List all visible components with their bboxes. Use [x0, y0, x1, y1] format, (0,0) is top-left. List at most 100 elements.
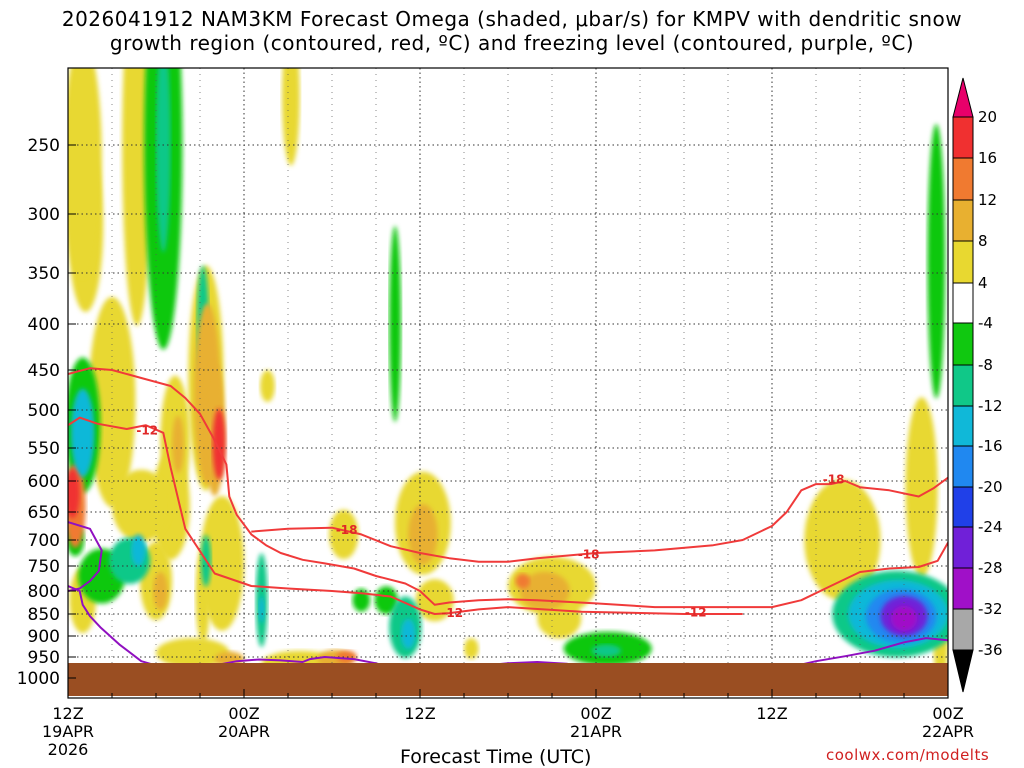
y-tick-label: 450 [28, 361, 60, 381]
colorbar-swatch [952, 405, 974, 447]
colorbar-swatch [952, 116, 974, 159]
colorbar-swatch [952, 364, 974, 407]
omega-blob [71, 388, 95, 477]
y-tick-label: 900 [28, 627, 60, 647]
omega-blob [156, 638, 230, 668]
freezing-level-contour-line [68, 521, 103, 592]
omega-blob [214, 651, 244, 667]
omega-blob [464, 638, 479, 660]
contour-label: -12 [136, 424, 158, 438]
omega-blob [374, 586, 398, 615]
colorbar-swatch [952, 445, 974, 488]
colorbar-swatch [952, 486, 974, 528]
freezing-level-contour-line [793, 637, 948, 668]
x-tick-label-date: 19APR [42, 722, 94, 741]
omega-blob [329, 509, 359, 560]
colorbar-label: -36 [978, 641, 1003, 659]
chart-title-line-1: 2026041912 NAM3KM Forecast Omega (shaded… [61, 7, 963, 31]
colorbar-label: 8 [978, 232, 988, 250]
colorbar-label: -20 [978, 478, 1003, 496]
x-tick-label-date: 22APR [922, 722, 974, 741]
omega-blob [172, 415, 184, 473]
omega-blob [112, 469, 171, 542]
y-tick-label: 250 [28, 136, 60, 156]
y-tick-label: 800 [28, 582, 60, 602]
x-tick-label-time: 12Z [404, 704, 435, 723]
y-tick-label: 750 [28, 557, 60, 577]
y-tick-label: 400 [28, 315, 60, 335]
contour-label: -18 [336, 523, 358, 537]
omega-blob [401, 618, 416, 649]
y-tick-label: 600 [28, 472, 60, 492]
x-tick-label-date: 21APR [570, 722, 622, 741]
colorbar-swatch [952, 567, 974, 610]
omega-blob [200, 496, 244, 631]
colorbar-label: 20 [978, 108, 997, 126]
y-axis: 2503003504004505005506006507007508008509… [17, 136, 76, 689]
ground-surface [68, 663, 948, 696]
contour-label: -18 [823, 473, 845, 487]
contour-label: -12 [441, 606, 463, 620]
x-tick-label-time: 12Z [52, 704, 83, 723]
x-tick-label-year: 2026 [48, 740, 89, 759]
omega-blob [68, 468, 80, 519]
x-tick-label-time: 12Z [756, 704, 787, 723]
colorbar-swatch [952, 649, 974, 693]
colorbar-swatch [952, 77, 974, 118]
dendritic-contour-line [68, 416, 743, 615]
omega-blob [389, 226, 401, 422]
x-tick-label-time: 00Z [580, 704, 611, 723]
colorbar-label: -24 [978, 518, 1003, 536]
colorbar-label: 4 [978, 274, 988, 292]
omega-blob [258, 595, 265, 624]
colorbar-label: -12 [978, 397, 1003, 415]
colorbar-swatch [952, 157, 974, 201]
omega-blob [408, 504, 438, 565]
colorbar-label: -16 [978, 437, 1003, 455]
omega-blob [212, 408, 226, 481]
y-tick-label: 650 [28, 503, 60, 523]
omega-blob [153, 571, 168, 611]
contour-label: -12 [685, 606, 707, 620]
y-tick-label: 950 [28, 648, 60, 668]
omega-blob [260, 370, 275, 402]
omega-blob [131, 534, 146, 567]
omega-blob [515, 573, 530, 589]
omega-blob [156, 68, 171, 253]
y-tick-label: 850 [28, 605, 60, 625]
colorbar-label: -28 [978, 559, 1003, 577]
contour-labels: -12 -18 -18 -18 -12 -12 [136, 424, 845, 621]
omega-blob [905, 397, 938, 578]
colorbar-label: 16 [978, 149, 997, 167]
omega-blob [591, 644, 621, 657]
freezing-level-contour-line [218, 656, 384, 667]
colorbar-swatch [952, 608, 974, 651]
y-tick-label: 550 [28, 439, 60, 459]
freezing-level-contour-line [68, 585, 157, 667]
colorbar-label: 12 [978, 191, 997, 209]
colorbar-swatch [952, 526, 974, 569]
x-tick-label-date: 20APR [218, 722, 270, 741]
y-tick-label: 500 [28, 401, 60, 421]
x-tick-label-time: 00Z [932, 704, 963, 723]
dendritic-contour-line [251, 476, 948, 563]
colorbar-swatch [952, 199, 974, 242]
credit-link[interactable]: coolwx.com/modelts [826, 746, 990, 764]
dendritic-contour-line [68, 367, 948, 609]
y-tick-label: 300 [28, 205, 60, 225]
x-axis-title: Forecast Time (UTC) [400, 746, 592, 768]
omega-blob [890, 605, 918, 631]
contour-label: -18 [578, 548, 600, 562]
omega-blob [282, 68, 300, 166]
omega-blob [927, 124, 946, 399]
omega-blob [151, 452, 190, 560]
colorbar-swatch [952, 282, 974, 324]
freezing-level-contours [68, 521, 948, 668]
y-tick-label: 700 [28, 531, 60, 551]
omega-blob [336, 650, 358, 664]
chart-title-line-2: growth region (contoured, red, ºC) and f… [109, 31, 915, 55]
y-tick-label: 350 [28, 264, 60, 284]
colorbar-swatch [952, 240, 974, 284]
